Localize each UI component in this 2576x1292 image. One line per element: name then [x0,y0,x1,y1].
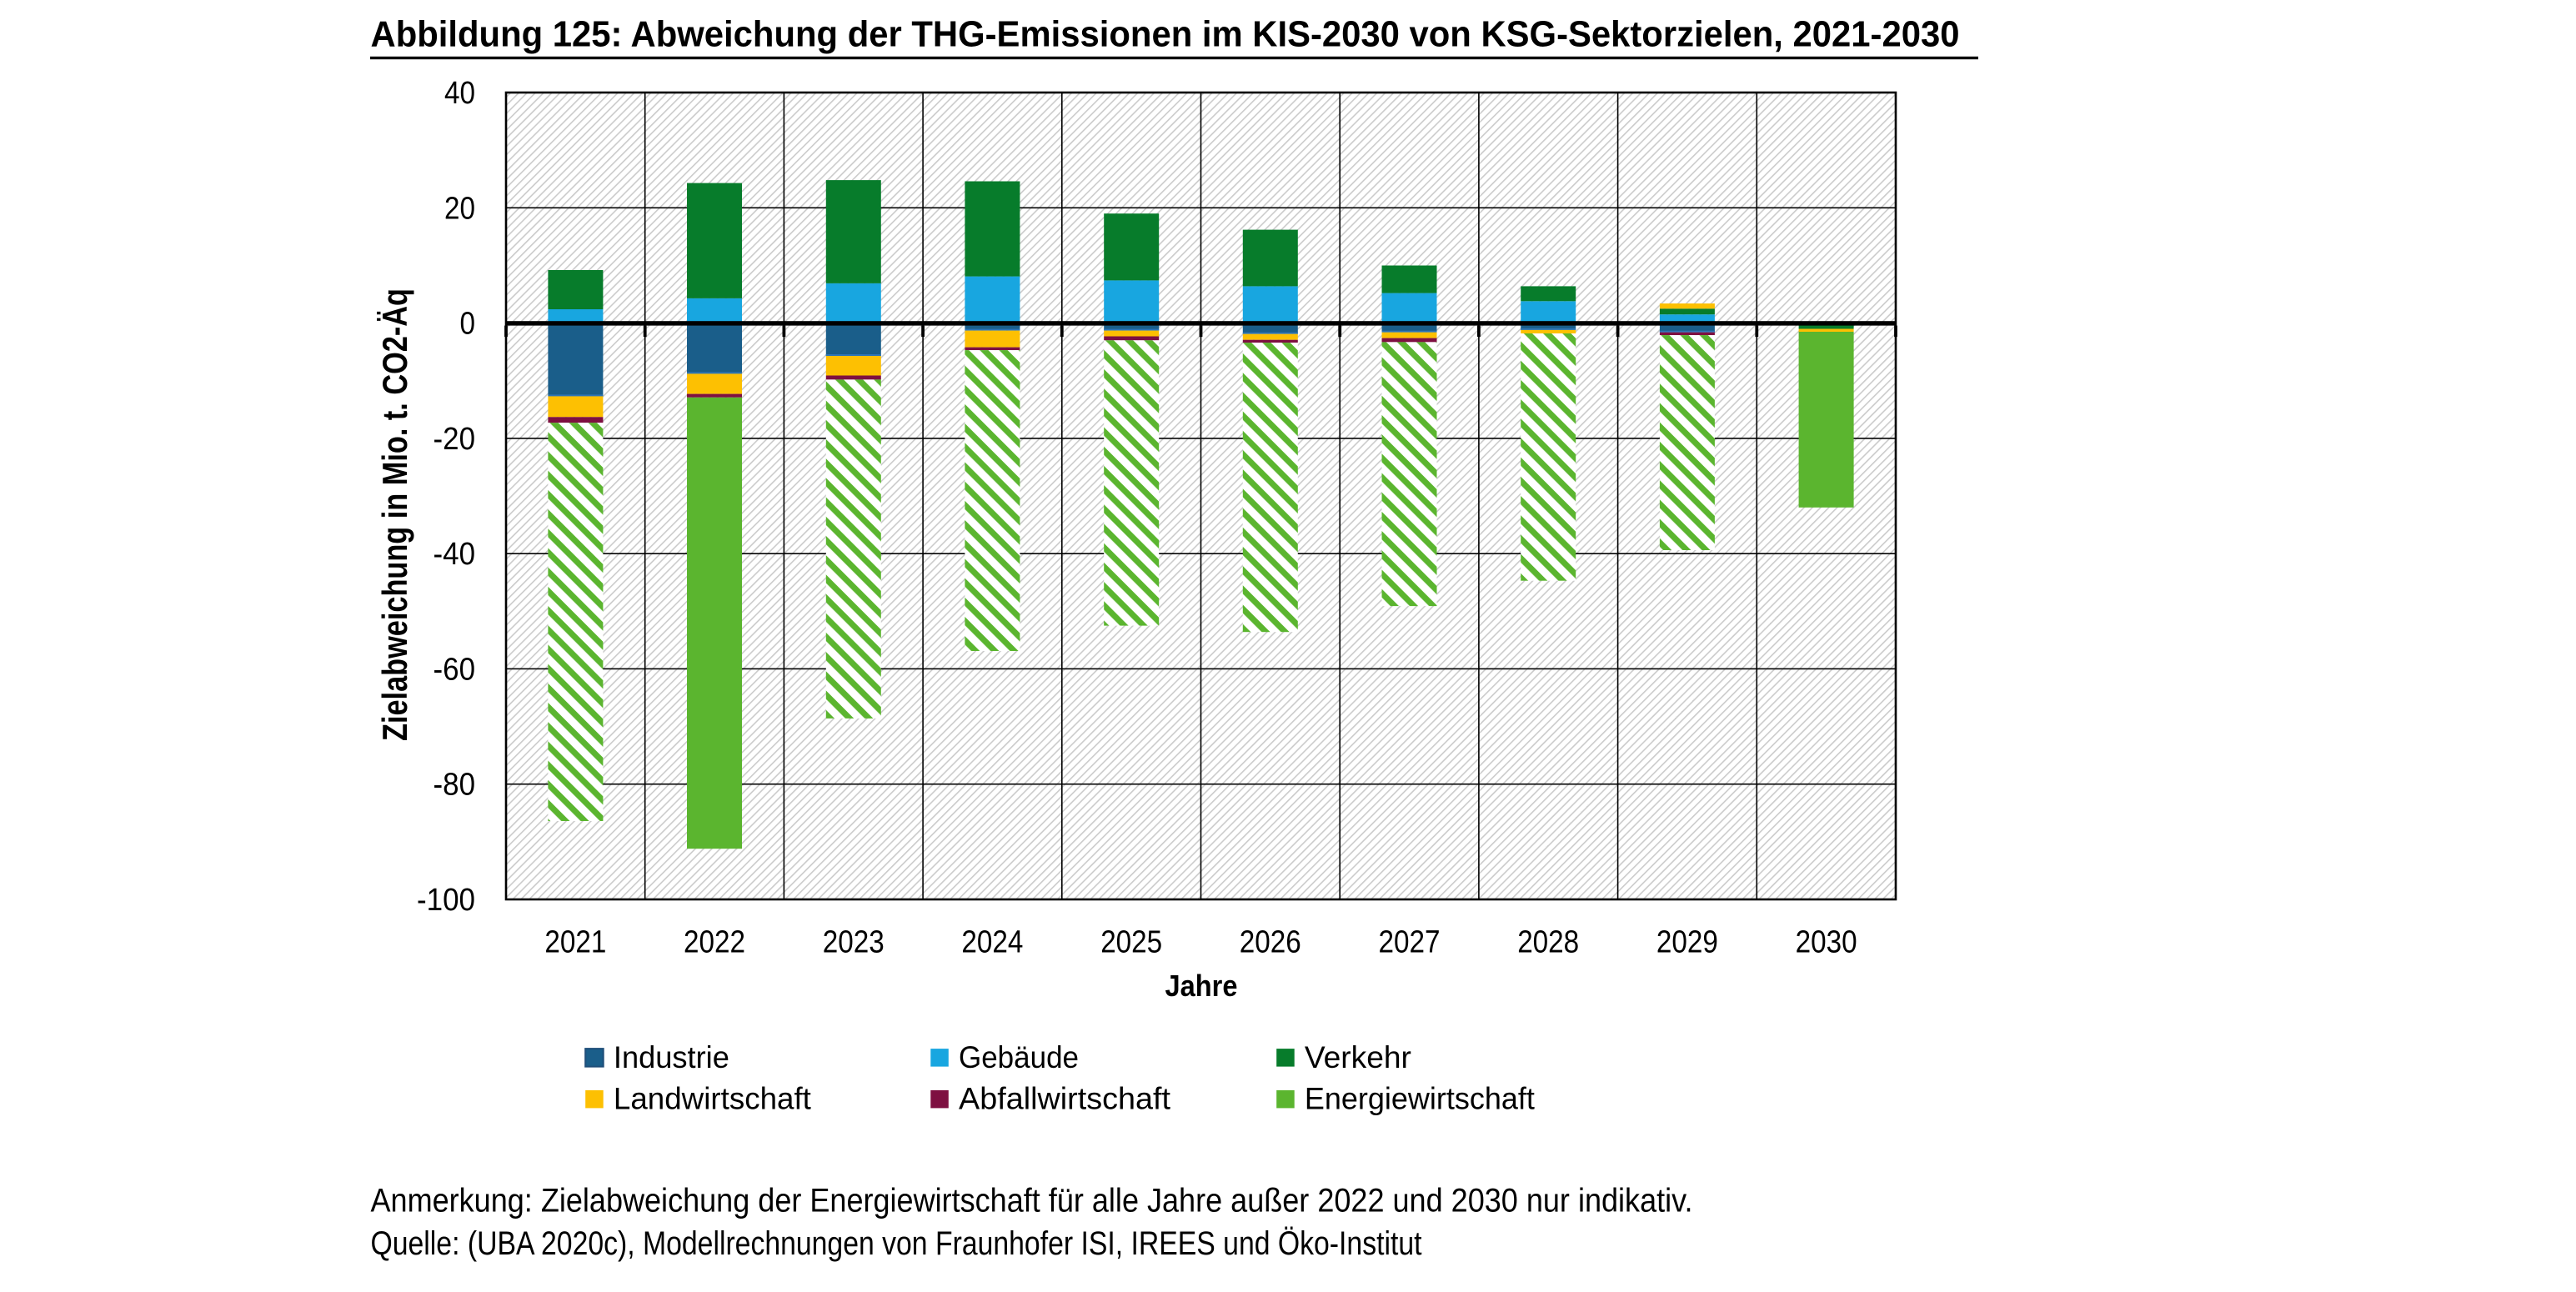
svg-text:2026: 2026 [1240,924,1301,959]
svg-text:Verkehr: Verkehr [1305,1040,1411,1074]
svg-text:Abbildung 125: Abweichung der: Abbildung 125: Abweichung der THG-Emissi… [371,14,1960,55]
svg-text:2024: 2024 [961,924,1023,959]
svg-text:Anmerkung: Zielabweichung der: Anmerkung: Zielabweichung der Energiewir… [371,1183,1693,1219]
svg-text:Zielabweichung in Mio. t. CO2-: Zielabweichung in Mio. t. CO2-Äq [375,288,414,741]
svg-text:Jahre: Jahre [1165,969,1238,1003]
svg-text:2030: 2030 [1796,924,1857,959]
svg-text:2021: 2021 [544,924,606,959]
svg-text:Gebäude: Gebäude [959,1040,1079,1074]
svg-text:2029: 2029 [1656,924,1718,959]
svg-text:-60: -60 [434,652,476,687]
svg-text:2025: 2025 [1100,924,1162,959]
svg-text:-40: -40 [434,537,476,572]
svg-text:Industrie: Industrie [614,1040,729,1074]
svg-text:2023: 2023 [823,924,885,959]
svg-text:-100: -100 [417,883,475,918]
svg-text:2028: 2028 [1517,924,1579,959]
svg-text:-20: -20 [434,422,476,457]
svg-text:-80: -80 [434,768,476,803]
svg-text:40: 40 [444,76,475,111]
svg-text:2022: 2022 [684,924,745,959]
svg-text:Quelle: (UBA 2020c), Modellrec: Quelle: (UBA 2020c), Modellrechnungen vo… [371,1225,1422,1262]
svg-text:Landwirtschaft: Landwirtschaft [614,1082,812,1116]
svg-text:20: 20 [444,191,475,226]
svg-text:Abfallwirtschaft: Abfallwirtschaft [959,1082,1171,1116]
svg-text:Energiewirtschaft: Energiewirtschaft [1305,1082,1536,1116]
svg-text:0: 0 [460,307,476,342]
svg-text:2027: 2027 [1379,924,1441,959]
